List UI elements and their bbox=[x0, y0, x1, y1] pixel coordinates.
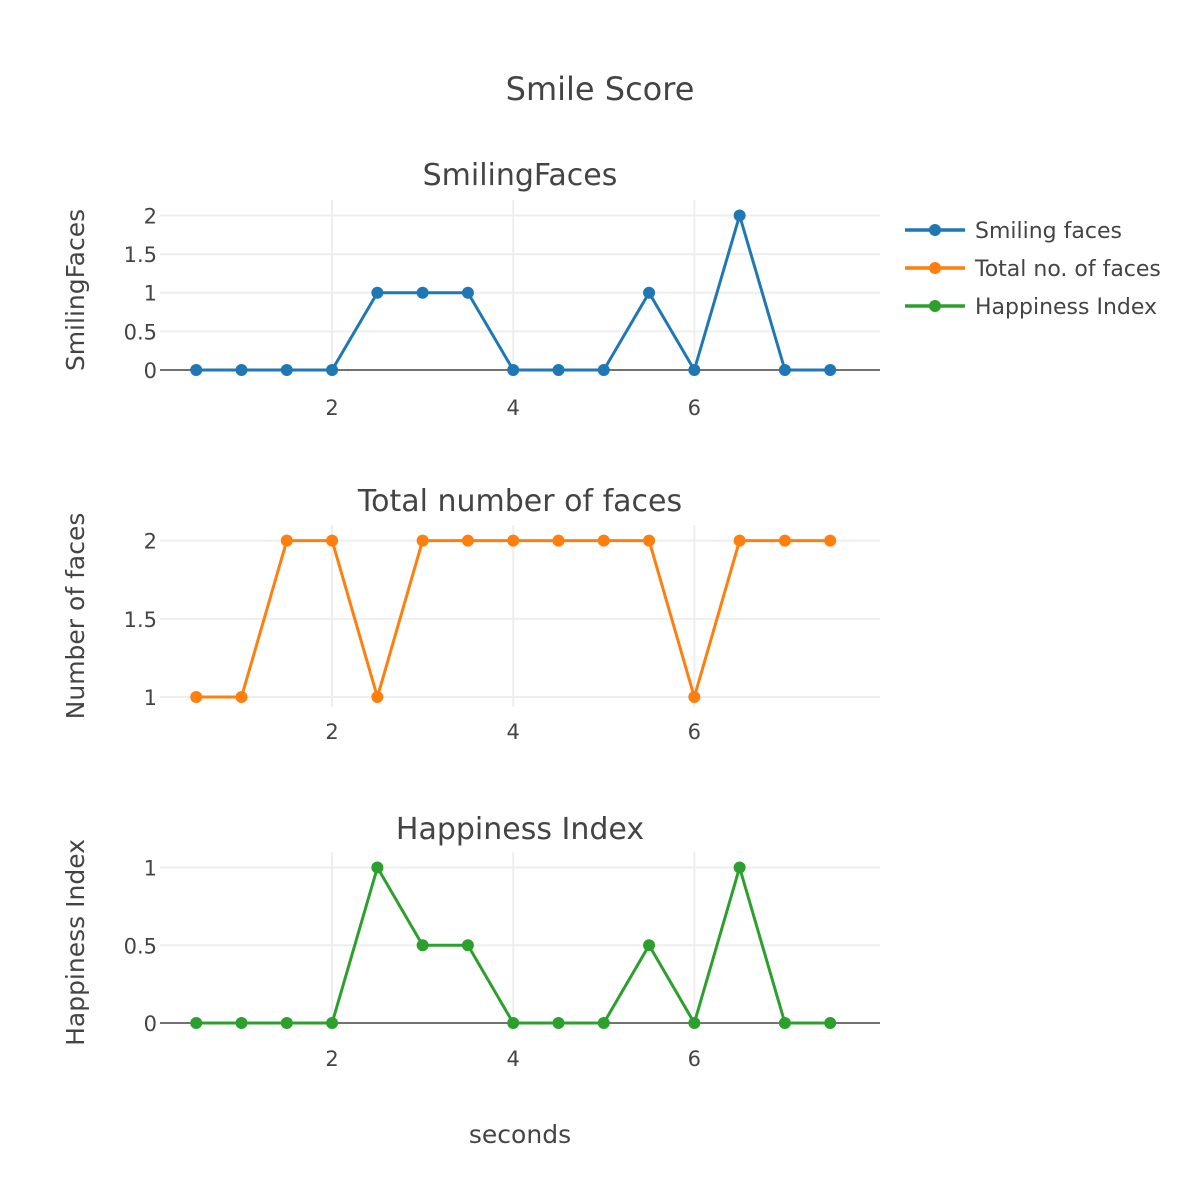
data-point bbox=[778, 364, 791, 376]
data-point bbox=[778, 534, 791, 547]
data-point bbox=[643, 534, 656, 547]
data-point bbox=[507, 1017, 520, 1029]
data-point bbox=[371, 691, 384, 703]
y-tick-label: 1 bbox=[144, 282, 157, 306]
x-tick-label: 4 bbox=[507, 720, 520, 744]
x-tick-label: 6 bbox=[688, 396, 701, 420]
data-point bbox=[643, 286, 656, 299]
data-point bbox=[280, 534, 293, 547]
y-tick-label: 0.5 bbox=[124, 934, 157, 958]
data-point bbox=[235, 691, 248, 703]
x-tick-label: 6 bbox=[688, 1047, 701, 1071]
y-tick-label: 1.5 bbox=[124, 243, 157, 267]
data-point bbox=[371, 861, 384, 874]
chart-title: Smile Score bbox=[506, 70, 695, 108]
data-point bbox=[326, 364, 339, 376]
x-axis-title: seconds bbox=[469, 1120, 571, 1149]
x-tick-label: 2 bbox=[325, 720, 338, 744]
legend-swatch-marker bbox=[929, 300, 941, 312]
y-tick-label: 1 bbox=[144, 686, 157, 710]
x-tick-label: 4 bbox=[507, 396, 520, 420]
data-point bbox=[461, 534, 474, 547]
data-point bbox=[190, 364, 203, 376]
data-point bbox=[688, 364, 701, 376]
subplot-3: 0 0.5 1 2 4 6 Happiness Index Happiness Index bbox=[61, 812, 880, 1071]
subplots: 0 0.5 1 1.5 2 2 4 6 SmilingFaces SmilingFaces 1 1.5… bbox=[61, 158, 880, 1071]
y-tick-label: 0 bbox=[144, 359, 157, 383]
data-point bbox=[326, 1017, 339, 1029]
legend-swatch-marker bbox=[929, 262, 941, 274]
subplot-title: SmilingFaces bbox=[423, 158, 618, 193]
data-point bbox=[824, 364, 837, 376]
data-point bbox=[416, 939, 429, 952]
data-point bbox=[824, 1017, 837, 1029]
data-point bbox=[280, 1017, 293, 1029]
y-tick-label: 0 bbox=[144, 1012, 157, 1036]
x-tick-label: 2 bbox=[325, 396, 338, 420]
data-point bbox=[552, 1017, 565, 1029]
data-point bbox=[461, 286, 474, 299]
x-tick-label: 4 bbox=[507, 1047, 520, 1071]
y-tick-label: 2 bbox=[144, 530, 157, 554]
x-tick-label: 2 bbox=[325, 1047, 338, 1071]
data-point bbox=[643, 939, 656, 952]
data-point bbox=[733, 534, 746, 547]
legend-label: Smiling faces bbox=[975, 219, 1122, 244]
subplot-title: Total number of faces bbox=[357, 484, 682, 519]
x-tick-label: 6 bbox=[688, 720, 701, 744]
data-point bbox=[688, 691, 701, 703]
data-point bbox=[235, 364, 248, 376]
data-point bbox=[507, 534, 520, 547]
y-tick-label: 1 bbox=[144, 857, 157, 881]
y-tick-label: 1.5 bbox=[124, 608, 157, 632]
legend-item: Total no. of faces bbox=[905, 257, 1161, 282]
data-point bbox=[507, 364, 520, 376]
data-point bbox=[597, 1017, 610, 1029]
y-axis-title: SmilingFaces bbox=[61, 209, 90, 371]
data-point bbox=[778, 1017, 791, 1029]
data-point bbox=[824, 534, 837, 547]
data-point bbox=[552, 534, 565, 547]
y-tick-label: 0.5 bbox=[124, 320, 157, 344]
legend-label: Happiness Index bbox=[975, 295, 1157, 320]
data-point bbox=[733, 209, 746, 222]
legend-swatch-marker bbox=[929, 224, 941, 236]
data-point bbox=[688, 1017, 701, 1029]
y-axis-title: Number of faces bbox=[61, 513, 90, 720]
data-point bbox=[371, 286, 384, 299]
subplot-title: Happiness Index bbox=[396, 812, 644, 847]
y-axis-title: Happiness Index bbox=[61, 839, 90, 1046]
data-point bbox=[190, 691, 203, 703]
data-point bbox=[235, 1017, 248, 1029]
subplot-2: 1 1.5 2 2 4 6 Total number of faces Number of f… bbox=[61, 484, 880, 744]
data-point bbox=[416, 286, 429, 299]
data-point bbox=[733, 861, 746, 874]
data-point bbox=[280, 364, 293, 376]
data-point bbox=[552, 364, 565, 376]
subplot-1: 0 0.5 1 1.5 2 2 4 6 SmilingFaces SmilingFaces bbox=[61, 158, 880, 420]
data-point bbox=[597, 364, 610, 376]
data-point bbox=[597, 534, 610, 547]
data-point bbox=[416, 534, 429, 547]
legend: Smiling faces Total no. of faces Happiness… bbox=[905, 219, 1161, 320]
legend-label: Total no. of faces bbox=[974, 257, 1161, 282]
legend-item: Smiling faces bbox=[905, 219, 1122, 244]
data-point bbox=[190, 1017, 203, 1029]
data-point bbox=[461, 939, 474, 952]
data-point bbox=[326, 534, 339, 547]
y-tick-label: 2 bbox=[144, 204, 157, 228]
legend-item: Happiness Index bbox=[905, 295, 1157, 320]
